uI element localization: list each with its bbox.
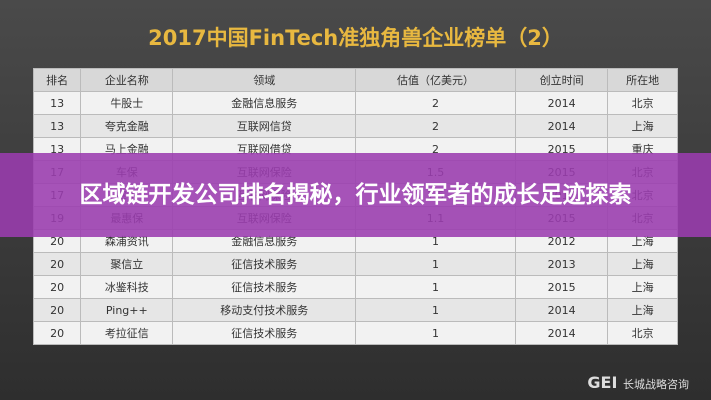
table-cell: 上海 <box>607 114 678 138</box>
table-cell: 1 <box>354 321 516 345</box>
table-cell: 13 <box>32 114 82 138</box>
table-cell: 上海 <box>607 252 678 276</box>
table-cell: 征信技术服务 <box>172 252 356 276</box>
table-row: 20 Ping++ 移动支付技术服务 1 2014 上海 <box>32 298 678 322</box>
table-cell: 1 <box>354 298 516 322</box>
table-cell: 2014 <box>514 91 609 115</box>
table-cell: 2014 <box>514 321 609 345</box>
table-cell: 2013 <box>514 252 609 276</box>
watermark-name: 长城战略咨询 <box>623 378 689 391</box>
watermark: GEI 长城战略咨询 <box>587 373 689 392</box>
table-cell: 上海 <box>607 275 678 299</box>
table-cell: 移动支付技术服务 <box>172 298 356 322</box>
header-cell: 估值（亿美元） <box>354 68 516 92</box>
table-cell: 夸克金融 <box>80 114 174 138</box>
table-cell: 2 <box>354 114 516 138</box>
table-cell: 13 <box>32 91 82 115</box>
table-cell: 2014 <box>514 114 609 138</box>
table-cell: 金融信息服务 <box>172 91 356 115</box>
header-row: 排名 企业名称 领域 估值（亿美元） 创立时间 所在地 <box>32 68 678 92</box>
table-row: 20 聚信立 征信技术服务 1 2013 上海 <box>32 252 678 276</box>
table-row: 13 牛股士 金融信息服务 2 2014 北京 <box>32 91 678 115</box>
title: 2017中国FinTech准独角兽企业榜单（2） <box>148 26 563 50</box>
table-cell: 北京 <box>607 91 678 115</box>
header-cell: 企业名称 <box>80 68 174 92</box>
header-cell: 所在地 <box>607 68 678 92</box>
table-cell: 20 <box>32 275 82 299</box>
table-cell: 20 <box>32 252 82 276</box>
header-cell: 领域 <box>172 68 356 92</box>
table-cell: Ping++ <box>80 298 174 322</box>
table-cell: 征信技术服务 <box>172 275 356 299</box>
table-cell: 2015 <box>514 275 609 299</box>
header-cell: 排名 <box>32 68 82 92</box>
table-cell: 互联网信贷 <box>172 114 356 138</box>
table-cell: 冰鉴科技 <box>80 275 174 299</box>
banner: 区域链开发公司排名揭秘，行业领军者的成长足迹探索 <box>0 153 711 237</box>
table-cell: 聚信立 <box>80 252 174 276</box>
table-cell: 考拉征信 <box>80 321 174 345</box>
table-row: 20 冰鉴科技 征信技术服务 1 2015 上海 <box>32 275 678 299</box>
table-row: 20 考拉征信 征信技术服务 1 2014 北京 <box>32 321 678 345</box>
table-cell: 1 <box>354 275 516 299</box>
banner-text: 区域链开发公司排名揭秘，行业领军者的成长足迹探索 <box>79 182 632 208</box>
table-cell: 上海 <box>607 298 678 322</box>
watermark-logo: GEI <box>587 373 618 392</box>
table-cell: 2 <box>354 91 516 115</box>
header-cell: 创立时间 <box>514 68 609 92</box>
table-cell: 征信技术服务 <box>172 321 356 345</box>
table-cell: 北京 <box>607 321 678 345</box>
table-cell: 2014 <box>514 298 609 322</box>
table-cell: 1 <box>354 252 516 276</box>
table-cell: 20 <box>32 298 82 322</box>
table-row: 13 夸克金融 互联网信贷 2 2014 上海 <box>32 114 678 138</box>
table-cell: 牛股士 <box>80 91 174 115</box>
table-cell: 20 <box>32 321 82 345</box>
